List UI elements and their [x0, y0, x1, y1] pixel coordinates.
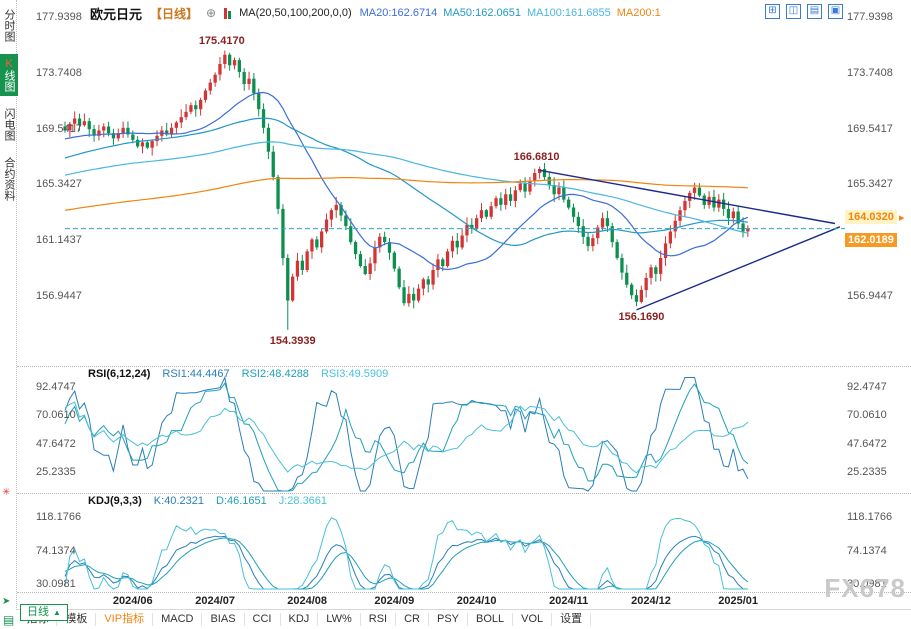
bottom-toolbar: ▤ 指标模板VIP指标MACDBIASCCIKDJLW%RSICRPSYBOLL… — [0, 609, 911, 629]
tab-macd[interactable]: MACD — [153, 613, 203, 626]
layout-icons: ⊞ ◫ ▤ ▣ — [765, 4, 843, 19]
rsi24-line — [64, 401, 749, 474]
trendline-2[interactable] — [636, 226, 841, 311]
ma100-line — [64, 141, 749, 234]
ma-value: MA20:162.6714 — [359, 7, 438, 19]
indicator-value: RSI1:44.4467 — [162, 368, 230, 380]
indicator-value: K:40.2321 — [153, 495, 204, 507]
tab-boll[interactable]: BOLL — [468, 613, 514, 626]
layout-rows-icon[interactable]: ▤ — [807, 4, 822, 19]
tab-settings[interactable]: 设置 — [552, 613, 592, 626]
trendline-1[interactable] — [539, 169, 836, 225]
tab-bias[interactable]: BIAS — [202, 613, 245, 626]
kdj-panel-header: KDJ(9,3,3) K:40.2321 D:46.1651 J:28.3661 — [88, 495, 327, 507]
rsi6-line — [64, 375, 749, 492]
k-line — [64, 535, 748, 590]
sidebar-tab-flash-chart[interactable]: 闪电图 — [3, 108, 15, 141]
asterisk-icon[interactable]: ✳ — [2, 487, 11, 498]
tab-cr[interactable]: CR — [396, 613, 429, 626]
sidebar-tab-contract-info[interactable]: 合约资料 — [3, 157, 15, 201]
tab-psy[interactable]: PSY — [429, 613, 468, 626]
ma-settings-label[interactable]: MA(20,50,100,200,0,0) — [239, 7, 352, 19]
sidebar-tab-kline-chart[interactable]: K线图 — [0, 54, 18, 96]
panel-separator — [17, 493, 911, 494]
indicator-value: RSI2:48.4288 — [241, 368, 309, 380]
expand-icon[interactable]: ⊕ — [206, 6, 217, 20]
toolbar-tabs: 指标模板VIP指标MACDBIASCCIKDJLW%RSICRPSYBOLLVO… — [18, 613, 592, 626]
ma-value: MA100:161.6855 — [526, 7, 611, 19]
d-line — [64, 537, 749, 590]
indicator-value: J:28.3661 — [278, 495, 328, 507]
layout-single-icon[interactable]: ▣ — [828, 4, 843, 19]
period-tag: 【日线】 — [150, 6, 199, 21]
panel-separator — [17, 592, 911, 593]
chevron-up-icon: ▲ — [53, 608, 61, 617]
rsi-label[interactable]: RSI(6,12,24) — [88, 368, 151, 380]
indicator-value: D:46.1651 — [215, 495, 267, 507]
ma-values: MA20:162.6714 MA50:162.0651 MA100:161.6855… — [360, 7, 667, 19]
ma200-line — [64, 177, 748, 211]
tab-rsi[interactable]: RSI — [361, 613, 397, 626]
ma-value: MA200:1 — [616, 7, 661, 19]
tab-template[interactable]: 模板 — [57, 613, 97, 626]
tab-lw[interactable]: LW% — [318, 613, 361, 626]
ma-value: MA50:162.0651 — [443, 7, 521, 19]
kdj-values: K:40.2321 D:46.1651 J:28.3661 — [154, 495, 327, 507]
rsi-values: RSI1:44.4467 RSI2:48.4288 RSI3:49.5909 — [162, 368, 388, 380]
sidebar-tab-time-chart[interactable]: 分时图 — [3, 9, 15, 42]
corner-arrow-icon[interactable]: ➤ — [2, 596, 11, 607]
tab-kdj[interactable]: KDJ — [281, 613, 319, 626]
layout-grid-icon[interactable]: ⊞ — [765, 4, 780, 19]
j-line — [64, 517, 748, 590]
tab-vol[interactable]: VOL — [513, 613, 553, 626]
ma50-line — [64, 117, 748, 247]
candlestick-series — [63, 50, 750, 330]
layout-columns-icon[interactable]: ◫ — [786, 4, 801, 19]
panel-separator — [17, 366, 911, 367]
tab-cci[interactable]: CCI — [245, 613, 281, 626]
period-label: 日线 — [27, 606, 49, 618]
indicator-list-icon[interactable]: ▤ — [3, 612, 15, 627]
rsi-panel-header: RSI(6,12,24) RSI1:44.4467 RSI2:48.4288 RSI… — [88, 368, 388, 380]
candlestick-icon — [224, 7, 232, 19]
tab-vip-indicator[interactable]: VIP指标 — [96, 613, 154, 626]
indicator-value: RSI3:49.5909 — [320, 368, 389, 380]
symbol-title: 欧元日元 — [90, 6, 143, 22]
period-selector-button[interactable]: 日线 ▲ — [20, 604, 68, 621]
watermark: FX678 — [824, 573, 906, 603]
ma20-line — [64, 91, 749, 271]
kdj-label[interactable]: KDJ(9,3,3) — [88, 495, 142, 507]
sidebar: 分时图 K线图闪电图合约资料 — [0, 0, 18, 610]
rsi12-line — [64, 382, 749, 492]
chart-header: 欧元日元 【日线】 ⊕ MA(20,50,100,200,0,0) MA20:1… — [17, 0, 911, 26]
